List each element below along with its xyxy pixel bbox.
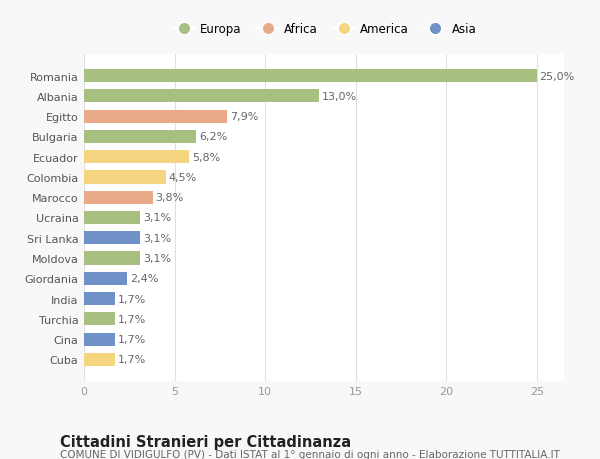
Text: Cittadini Stranieri per Cittadinanza: Cittadini Stranieri per Cittadinanza [60, 434, 351, 449]
Text: 2,4%: 2,4% [130, 274, 158, 284]
Bar [84, 70, 537, 83]
Bar [84, 333, 115, 346]
Text: 13,0%: 13,0% [322, 92, 358, 102]
Bar [84, 252, 140, 265]
Bar [84, 212, 140, 224]
Bar [84, 353, 115, 366]
Bar [84, 292, 115, 306]
Text: 3,1%: 3,1% [143, 253, 171, 263]
Text: 1,7%: 1,7% [118, 314, 146, 324]
Text: 3,1%: 3,1% [143, 213, 171, 223]
Text: 4,5%: 4,5% [168, 173, 196, 183]
Text: 5,8%: 5,8% [192, 152, 220, 162]
Text: 3,8%: 3,8% [155, 193, 184, 203]
Bar [84, 130, 196, 144]
Text: 1,7%: 1,7% [118, 334, 146, 344]
Text: 3,1%: 3,1% [143, 233, 171, 243]
Bar [84, 151, 189, 164]
Legend: Europa, Africa, America, Asia: Europa, Africa, America, Asia [167, 19, 481, 41]
Text: COMUNE DI VIDIGULFO (PV) - Dati ISTAT al 1° gennaio di ogni anno - Elaborazione : COMUNE DI VIDIGULFO (PV) - Dati ISTAT al… [60, 449, 560, 459]
Bar [84, 272, 127, 285]
Text: 7,9%: 7,9% [230, 112, 258, 122]
Text: 1,7%: 1,7% [118, 355, 146, 364]
Text: 6,2%: 6,2% [199, 132, 227, 142]
Text: 1,7%: 1,7% [118, 294, 146, 304]
Text: 25,0%: 25,0% [539, 72, 575, 81]
Bar [84, 313, 115, 326]
Bar [84, 191, 153, 204]
Bar [84, 110, 227, 123]
Bar [84, 171, 166, 184]
Bar [84, 232, 140, 245]
Bar [84, 90, 319, 103]
